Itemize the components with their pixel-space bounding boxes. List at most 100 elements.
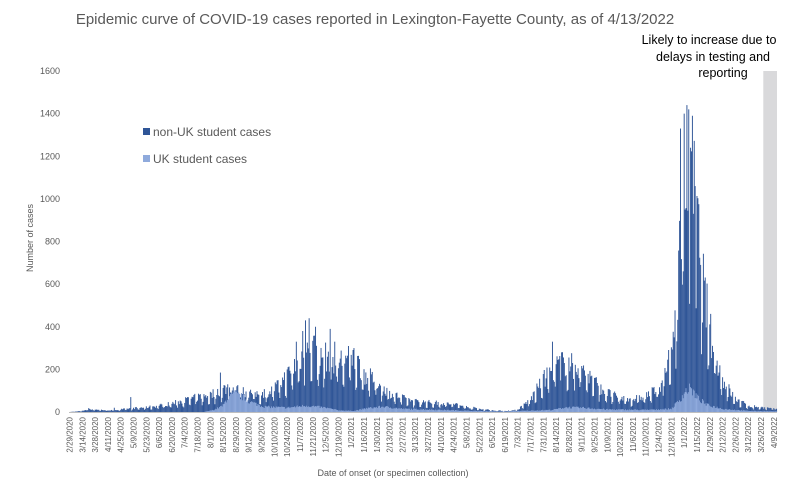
bar-non-uk [183,407,185,412]
bar-uk [371,408,373,412]
bar-non-uk [543,369,545,412]
bar-uk [718,408,720,412]
bar-non-uk [457,408,459,412]
bar-non-uk [574,364,576,412]
bar-uk [352,411,354,412]
bar-uk [246,401,248,412]
bar-uk [401,409,403,412]
bar-uk [487,411,488,412]
bar-non-uk [547,389,549,412]
bar-non-uk [774,409,776,412]
bar-uk [679,400,681,412]
bar-non-uk [621,396,623,412]
bar-uk [262,406,263,412]
bar-uk [305,406,306,412]
bar-non-uk [103,410,105,412]
bar-uk [281,406,283,412]
bar-non-uk [639,399,641,412]
bar-uk [233,391,235,412]
x-tick-label: 1/30/2021 [373,416,382,452]
bar-non-uk [741,401,743,412]
bar-uk [254,402,256,412]
bar-non-uk [274,382,276,412]
y-tick-label: 1400 [40,109,60,119]
bar-non-uk [169,407,171,412]
bar-uk [396,407,398,412]
bar-uk [751,410,753,412]
bar-non-uk [766,407,768,412]
bar-uk [409,408,411,412]
bar-uk [467,410,469,412]
bar-non-uk [601,394,603,412]
bar-non-uk [727,397,729,412]
bar-uk [240,399,242,412]
bar-uk [650,409,652,412]
bar-uk [406,408,408,412]
bar-uk [380,406,382,412]
bar-non-uk [584,375,586,412]
bar-uk [427,409,429,412]
bar-non-uk [733,403,735,412]
bar-uk [329,408,331,412]
bar-non-uk [688,109,690,413]
bar-uk [392,408,394,412]
bar-non-uk [635,398,637,412]
bar-uk [344,410,346,412]
bar-uk [473,410,475,412]
bar-non-uk [686,105,688,412]
bar-non-uk [594,377,596,412]
bar-uk [661,409,663,412]
bar-non-uk [100,410,102,412]
bar-uk [690,387,692,412]
bar-non-uk [189,405,191,412]
bar-non-uk [272,397,274,412]
bar-non-uk [313,335,315,412]
bar-uk [565,406,567,412]
bar-uk [766,411,768,412]
bar-non-uk [393,401,395,412]
bar-non-uk [397,398,399,412]
bar-uk [614,409,616,412]
bar-non-uk [640,396,642,412]
bar-non-uk [696,196,698,412]
bar-uk [505,411,507,412]
bar-uk [408,408,410,412]
bar-uk [211,409,213,412]
bar-uk [388,406,390,412]
bar-non-uk [390,397,392,412]
bar-uk [219,406,221,412]
bar-non-uk [593,395,595,412]
bar-non-uk [329,328,331,412]
bar-uk [648,409,650,412]
bar-non-uk [722,377,724,412]
bar-non-uk [141,407,143,412]
bar-uk [599,409,601,412]
bar-non-uk [267,396,269,412]
bar-non-uk [757,406,759,412]
bar-non-uk [111,410,113,412]
bar-non-uk [599,394,601,412]
bar-uk [237,393,239,412]
bar-uk [748,411,750,412]
bar-non-uk [133,409,135,412]
bar-uk [687,393,689,412]
bar-uk [637,409,639,412]
bar-uk [294,406,295,412]
bar-uk [632,409,634,412]
bar-non-uk [562,352,563,412]
bar-non-uk [279,398,281,412]
bar-non-uk [175,400,177,412]
bar-uk [721,408,723,412]
bar-non-uk [567,389,569,412]
bar-uk [666,409,668,412]
bar-uk [567,408,569,412]
bar-uk [387,406,389,412]
y-tick-label: 600 [45,279,60,289]
bar-non-uk [178,404,180,412]
bar-non-uk [431,403,433,412]
bar-uk [538,410,540,412]
bar-uk [522,410,524,412]
bar-non-uk [257,394,259,412]
bar-non-uk [361,389,363,412]
bar-non-uk [309,352,311,412]
